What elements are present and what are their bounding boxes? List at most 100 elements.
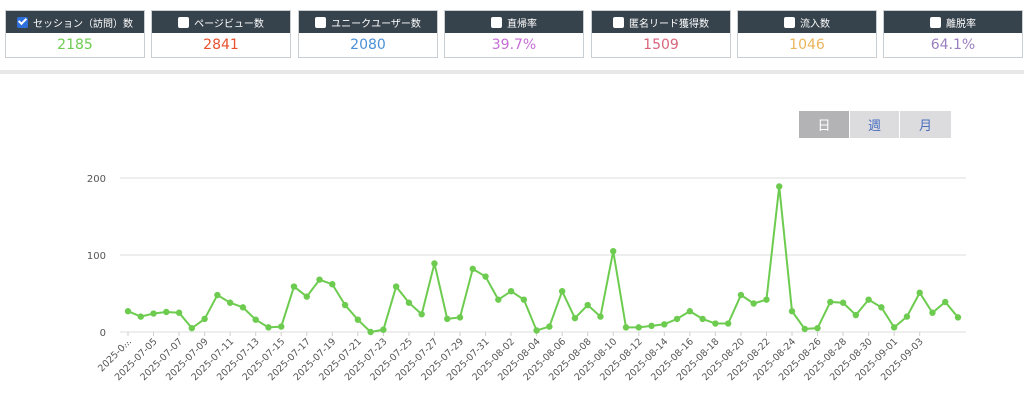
data-point xyxy=(341,301,349,309)
metric-card-header: 流入数 xyxy=(738,11,876,33)
period-month-button[interactable]: 月 xyxy=(899,111,951,138)
metric-card-pageviews[interactable]: ページビュー数 2841 xyxy=(151,10,291,58)
anonymous-leads-checkbox[interactable] xyxy=(613,16,624,28)
data-point xyxy=(175,309,183,316)
sessions-checkbox[interactable] xyxy=(17,16,28,28)
data-point xyxy=(903,313,911,320)
inflow-checkbox[interactable] xyxy=(784,16,795,28)
metric-card-exit-rate[interactable]: 離脱率 64.1% xyxy=(883,10,1023,58)
metric-value-anonymous-leads: 1509 xyxy=(643,37,679,53)
unique-users-checkbox[interactable] xyxy=(315,16,327,28)
data-point xyxy=(827,298,834,306)
data-point xyxy=(597,313,604,320)
metric-label-sessions: セッション（訪問）数 xyxy=(33,18,133,30)
metric-label-anonymous-leads: 匿名リード獲得数 xyxy=(629,18,709,30)
metric-label-pageviews: ページビュー数 xyxy=(194,18,264,30)
data-point xyxy=(737,291,745,299)
data-point xyxy=(495,296,502,303)
data-point xyxy=(584,301,591,309)
period-week-button[interactable]: 週 xyxy=(849,111,899,138)
data-point xyxy=(610,247,617,255)
series-line xyxy=(127,186,959,334)
data-point xyxy=(265,324,272,331)
metric-value-inflow: 1046 xyxy=(789,37,825,53)
data-point xyxy=(456,314,464,321)
data-point xyxy=(865,296,872,303)
data-point xyxy=(354,316,362,323)
metric-card-header: 匿名リード獲得数 xyxy=(592,11,730,33)
data-point xyxy=(673,315,681,323)
metric-value-unique-users: 2080 xyxy=(350,37,386,53)
period-day-button[interactable]: 日 xyxy=(799,111,849,138)
data-point xyxy=(571,314,579,322)
metric-card-anonymous-leads[interactable]: 匿名リード獲得数 1509 xyxy=(591,10,731,58)
data-point xyxy=(533,327,540,334)
metric-card-inflow[interactable]: 流入数 1046 xyxy=(737,10,877,58)
data-point xyxy=(188,324,196,332)
data-point xyxy=(201,315,208,323)
data-point xyxy=(380,326,387,333)
data-point xyxy=(444,315,451,323)
data-point xyxy=(942,298,949,306)
metric-card-header: 離脱率 xyxy=(884,11,1022,33)
metric-card-header: セッション（訪問）数 xyxy=(6,11,144,33)
section-divider xyxy=(0,70,1024,74)
metric-label-unique-users: ユニークユーザー数 xyxy=(331,18,421,30)
data-point xyxy=(916,289,923,296)
data-point xyxy=(622,324,630,331)
data-point xyxy=(226,299,234,306)
data-point xyxy=(252,316,259,323)
data-point xyxy=(482,273,489,280)
data-point xyxy=(839,299,847,306)
metric-value-sessions: 2185 xyxy=(57,37,93,53)
data-point xyxy=(661,321,668,328)
data-point xyxy=(852,311,860,319)
metric-card-header: 直帰率 xyxy=(445,11,583,33)
period-toggle: 日 週 月 xyxy=(799,111,951,138)
metric-card-header: ユニークユーザー数 xyxy=(299,11,437,33)
data-point xyxy=(214,291,221,299)
metric-card-sessions[interactable]: セッション（訪問）数 2185 xyxy=(5,10,145,58)
y-tick-label: 0 xyxy=(100,328,106,339)
data-point xyxy=(316,276,323,283)
bounce-rate-checkbox[interactable] xyxy=(491,16,502,28)
metric-value-exit-rate: 64.1% xyxy=(930,37,976,53)
metric-card-unique-users[interactable]: ユニークユーザー数 2080 xyxy=(298,10,438,58)
data-point xyxy=(367,328,374,336)
data-point xyxy=(776,183,783,190)
data-point xyxy=(890,324,898,331)
data-point xyxy=(878,304,885,311)
metric-value-pageviews: 2841 xyxy=(203,37,239,53)
data-point xyxy=(699,315,706,323)
data-point xyxy=(124,308,132,315)
metric-cards: セッション（訪問）数 2185 ページビュー数 2841 ユニークユーザー数 2… xyxy=(0,0,1024,62)
data-point xyxy=(635,324,642,331)
data-point xyxy=(431,260,438,267)
data-point xyxy=(405,299,413,306)
data-point xyxy=(469,265,476,273)
data-point xyxy=(290,283,298,290)
data-point xyxy=(801,325,808,333)
data-point xyxy=(712,320,719,327)
exit-rate-checkbox[interactable] xyxy=(930,16,941,28)
metric-label-bounce-rate: 直帰率 xyxy=(507,18,537,30)
data-point xyxy=(724,320,732,327)
pageviews-checkbox[interactable] xyxy=(178,16,190,28)
y-tick-label: 200 xyxy=(87,174,106,185)
data-point xyxy=(329,281,336,288)
data-point xyxy=(558,287,566,295)
data-point xyxy=(546,323,553,330)
sessions-line-chart: 01002002025-0...2025-07-052025-07-072025… xyxy=(87,174,966,383)
y-tick-label: 100 xyxy=(87,251,106,262)
data-point xyxy=(788,308,796,315)
data-point xyxy=(954,314,962,321)
data-point xyxy=(392,283,400,290)
data-point xyxy=(929,309,936,316)
metric-card-bounce-rate[interactable]: 直帰率 39.7% xyxy=(444,10,584,58)
data-point xyxy=(648,322,655,330)
metric-label-inflow: 流入数 xyxy=(800,18,830,30)
data-point xyxy=(163,308,170,316)
data-point xyxy=(137,313,144,320)
data-point xyxy=(278,323,285,330)
data-point xyxy=(150,310,157,317)
